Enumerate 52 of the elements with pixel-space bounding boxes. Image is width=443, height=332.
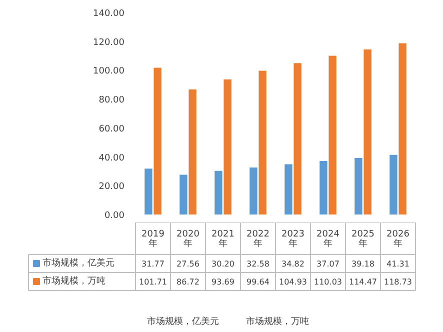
data-label: 99.64 <box>246 278 270 286</box>
category-label: 2025 年 <box>352 230 374 249</box>
data-label: 39.18 <box>352 260 374 268</box>
data-label: 32.58 <box>246 260 270 268</box>
data-label: 41.31 <box>386 260 410 268</box>
data-label: 110.03 <box>314 278 342 286</box>
y-tick-label: 40.00 <box>98 153 125 164</box>
data-label: 34.82 <box>282 260 304 268</box>
bar <box>250 167 258 214</box>
bar <box>390 154 398 214</box>
legend-label: 市场规模，万吨 <box>42 276 106 286</box>
bar <box>354 158 362 214</box>
data-label: 101.71 <box>139 278 168 286</box>
data-label: 27.56 <box>176 260 200 268</box>
category-label: 2022 年 <box>246 230 270 249</box>
text: 市场规模，亿美元 <box>147 317 219 327</box>
bar <box>364 49 372 214</box>
bar <box>224 79 232 214</box>
category-label: 2020 年 <box>176 230 200 249</box>
bar <box>320 161 328 214</box>
bar <box>188 89 196 214</box>
data-label: 86.72 <box>176 278 200 286</box>
bar <box>180 174 188 214</box>
category-label: 2023 年 <box>282 230 304 249</box>
category-label: 2024 年 <box>316 230 340 249</box>
y-tick-label: 100.00 <box>93 66 125 77</box>
legend-label: 市场规模，亿美元 <box>42 258 114 268</box>
y-tick-label: 120.00 <box>93 38 125 48</box>
bar <box>328 56 336 214</box>
bar <box>398 43 406 214</box>
data-label: 114.47 <box>349 278 378 286</box>
bar <box>294 63 302 214</box>
data-label: 104.93 <box>279 278 308 286</box>
data-label: 118.73 <box>384 278 412 286</box>
bar <box>258 70 266 214</box>
text: 市场规模，万吨 <box>246 317 309 327</box>
y-tick-label: 80.00 <box>98 96 125 106</box>
data-label: 30.20 <box>212 260 234 268</box>
data-label: 31.77 <box>142 260 164 268</box>
category-label: 2021 年 <box>212 230 234 249</box>
y-tick-label: 140.00 <box>93 9 125 19</box>
bar <box>214 170 222 214</box>
y-tick-label: 20.00 <box>98 182 125 192</box>
category-label: 2019 年 <box>142 230 164 249</box>
bar <box>144 168 152 214</box>
data-label: 93.69 <box>212 278 234 286</box>
y-tick-label: 0.00 <box>104 211 125 221</box>
category-label: 2026 年 <box>386 230 410 249</box>
bar <box>284 164 292 214</box>
y-tick-label: 60.00 <box>98 124 125 134</box>
bar <box>154 68 162 214</box>
data-label: 37.07 <box>316 260 340 268</box>
